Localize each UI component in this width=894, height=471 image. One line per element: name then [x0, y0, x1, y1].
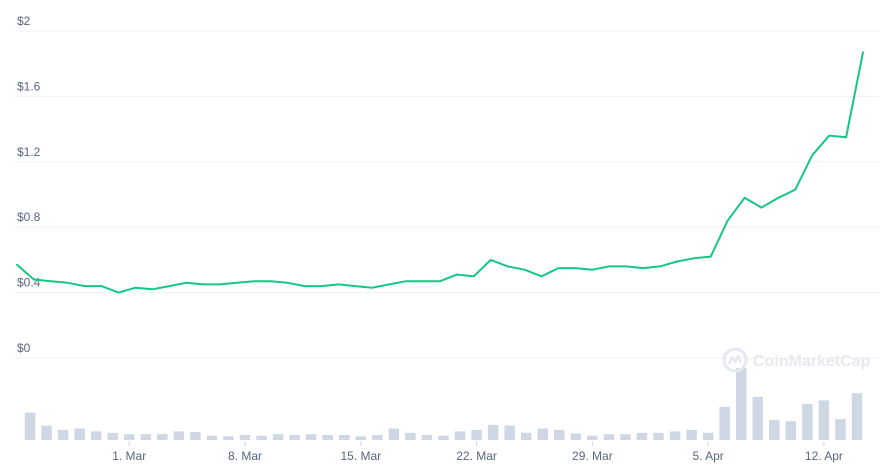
x-tick-label: 29. Mar [572, 449, 613, 463]
watermark-text: CoinMarketCap [753, 353, 871, 370]
volume-bar [41, 425, 52, 440]
volume-bar [653, 432, 664, 440]
x-tick-label: 1. Mar [112, 449, 146, 463]
volume-bar [206, 435, 218, 440]
volume-bar [570, 433, 582, 440]
y-tick-label: $0.8 [17, 210, 41, 224]
volume-bar [818, 400, 830, 440]
x-tick-label: 12. Apr [805, 449, 843, 463]
volume-bar [835, 419, 846, 440]
volume-bar [239, 434, 251, 440]
coinmarketcap-logo-wave [727, 354, 743, 365]
price-series [16, 51, 864, 294]
volume-bar [74, 428, 85, 440]
volume-bar [438, 435, 449, 440]
volume-bar [471, 429, 482, 440]
volume-bar [355, 436, 367, 440]
volume-bar [157, 434, 168, 440]
volume-bar [636, 432, 648, 440]
volume-bar [140, 434, 152, 440]
volume-bar [520, 432, 532, 440]
x-tick-label: 5. Apr [692, 449, 723, 463]
volume-bar [686, 429, 697, 440]
grid-lines [14, 30, 880, 359]
volume-bar [190, 432, 201, 440]
volume-bar [173, 431, 185, 440]
volume-bar [421, 434, 433, 440]
volume-bar [851, 393, 863, 440]
volume-bar [322, 434, 333, 440]
volume-bar [702, 432, 714, 440]
y-tick-label: $1.6 [17, 79, 41, 93]
volume-bar [537, 428, 548, 440]
volume-bar [272, 434, 284, 440]
volume-bar [24, 412, 36, 440]
volume-bar [372, 434, 383, 440]
volume-bar [587, 435, 598, 440]
x-tick-label: 8. Mar [228, 449, 262, 463]
coinmarketcap-logo-icon [722, 347, 748, 373]
volume-bar [305, 434, 317, 440]
volume-bar [554, 429, 565, 440]
volume-bar [107, 432, 118, 440]
y-tick-label: $1.2 [17, 145, 41, 159]
y-tick-label: $0.4 [17, 276, 41, 290]
volume-bar [752, 396, 764, 440]
volume-bar [388, 428, 400, 440]
volume-bar [223, 436, 234, 440]
volume-bar [504, 425, 515, 440]
volume-bar [487, 424, 499, 440]
volume-bar [603, 434, 615, 440]
volume-bar [802, 404, 813, 440]
price-line [16, 51, 864, 294]
volume-bar [620, 434, 631, 440]
x-tick-label: 15. Mar [340, 449, 381, 463]
volume-bars [24, 368, 863, 440]
y-tick-label: $2 [17, 14, 31, 28]
x-tick-label: 22. Mar [456, 449, 497, 463]
volume-bar [735, 368, 747, 440]
volume-bar [405, 432, 416, 440]
volume-bar [123, 434, 135, 440]
y-tick-label: $0 [17, 341, 31, 355]
volume-bar [719, 406, 730, 440]
volume-bar [669, 431, 681, 440]
volume-bar [454, 431, 466, 440]
y-axis-ticks: $0 $0.4 $0.8 $1.2 $1.6 $2 [17, 14, 41, 355]
volume-bar [289, 434, 300, 440]
volume-bar [339, 434, 350, 440]
volume-bar [256, 435, 267, 440]
volume-bar [90, 431, 102, 440]
volume-bar [769, 419, 780, 440]
volume-bar [785, 421, 797, 440]
x-axis-ticks: 1. Mar 8. Mar 15. Mar 22. Mar 29. Mar 5. Apr 1… [112, 441, 843, 463]
volume-bar [57, 429, 69, 440]
coinmarketcap-watermark: CoinMarketCap [722, 347, 871, 373]
